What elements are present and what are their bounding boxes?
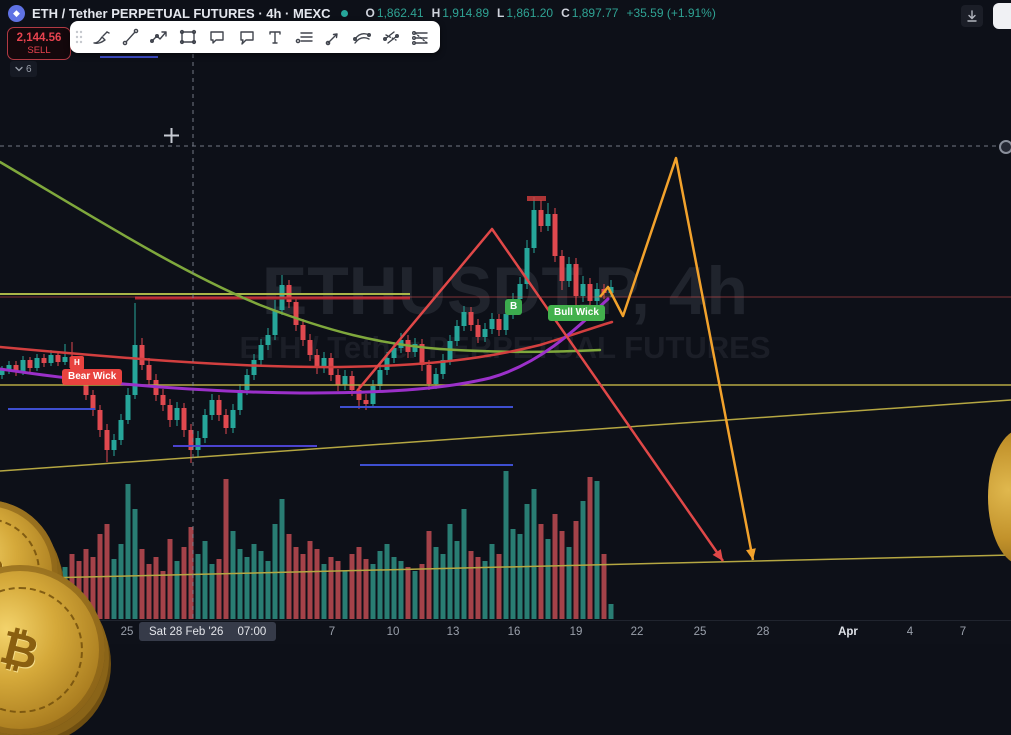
download-button[interactable] (961, 5, 983, 27)
chart-canvas[interactable] (0, 0, 1011, 643)
close-value: 1,897.77 (571, 6, 619, 20)
collapsed-count: 6 (26, 63, 32, 75)
time-tick: Apr (838, 626, 858, 638)
symbol-title[interactable]: ETH / Tether PERPETUAL FUTURES · 4h · ME… (32, 5, 331, 21)
curve-icon (352, 32, 371, 44)
arrow-marker-icon (325, 33, 338, 46)
polyline-icon (149, 31, 167, 43)
curve-tool-button[interactable] (347, 23, 376, 51)
toolbar-drag-handle[interactable] (72, 27, 86, 47)
gold-coin-edge-image (988, 429, 1011, 565)
parallel-channel-icon (382, 31, 399, 44)
callout-icon (239, 31, 254, 45)
time-tick: 28 (756, 626, 770, 638)
open-label: O (365, 6, 375, 20)
horizontal-ray-icon (295, 32, 313, 44)
download-icon (967, 10, 977, 22)
comment-tool-button[interactable] (202, 23, 231, 51)
collapse-orders-button[interactable]: 6 (10, 61, 37, 77)
sell-button[interactable]: 2,144.56 SELL (7, 27, 71, 60)
crosshair-edge-bubble (999, 140, 1011, 154)
time-tick: 16 (507, 626, 521, 638)
crosshair-time: 07:00 (237, 625, 267, 638)
callout-tool-button[interactable] (231, 23, 260, 51)
high-label: H (431, 6, 441, 20)
time-tick: 19 (569, 626, 583, 638)
trend-line-tool-button[interactable] (115, 23, 144, 51)
buy-marker-badge: B (505, 299, 523, 315)
parallel-channel-tool-button[interactable] (376, 23, 405, 51)
horizontal-ray-tool-button[interactable] (289, 23, 318, 51)
sell-price: 2,144.56 (16, 31, 62, 44)
ohlc-readout: O 1,862.41 H 1,914.89 L 1,861.20 C 1,897… (358, 6, 716, 20)
disjoint-channel-tool-button[interactable] (405, 23, 434, 51)
bear-wick-label: Bear Wick (62, 369, 123, 385)
time-tick: 13 (446, 626, 460, 638)
brush-icon (92, 31, 110, 44)
time-tick: 4 (906, 626, 914, 638)
text-tool-button[interactable] (260, 23, 289, 51)
crosshair-date: Sat 28 Feb '26 (149, 625, 224, 638)
low-value: 1,861.20 (506, 6, 554, 20)
change-value: +35.59 (+1.91%) (626, 6, 716, 20)
drawing-toolbar (70, 21, 440, 53)
brush-tool-button[interactable] (86, 23, 115, 51)
screenshot-button[interactable] (993, 3, 1011, 29)
high-value: 1,914.89 (442, 6, 489, 20)
open-value: 1,862.41 (376, 6, 424, 20)
text-icon (268, 31, 281, 44)
bear-high-badge: H (70, 356, 84, 370)
chevron-down-icon (15, 66, 23, 72)
trend-line-icon (122, 28, 138, 46)
bull-wick-label: Bull Wick (548, 305, 605, 321)
symbol-header: ◆ ETH / Tether PERPETUAL FUTURES · 4h · … (0, 0, 1011, 26)
time-tick: 10 (386, 626, 400, 638)
time-tick: 7 (328, 626, 336, 638)
crosshair-date-tooltip: Sat 28 Feb '26 07:00 (139, 622, 277, 641)
sell-label: SELL (27, 44, 51, 56)
time-tick: 25 (693, 626, 707, 638)
time-tick: 22 (630, 626, 644, 638)
time-axis[interactable]: Sat 28 Feb '26 07:00 25 4 7 10 13 16 19 22 25 28 A… (0, 620, 1011, 644)
market-status-dot (340, 9, 348, 17)
eth-logo-icon[interactable]: ◆ (8, 4, 25, 22)
rectangle-icon (179, 29, 196, 45)
rectangle-tool-button[interactable] (173, 23, 202, 51)
comment-icon (209, 31, 224, 44)
time-tick: 25 (120, 626, 134, 638)
close-label: C (561, 6, 570, 20)
low-label: L (497, 6, 505, 20)
arrow-marker-tool-button[interactable] (318, 23, 347, 51)
time-tick: 7 (959, 626, 967, 638)
disjoint-channel-icon (411, 30, 428, 45)
polyline-tool-button[interactable] (144, 23, 173, 51)
